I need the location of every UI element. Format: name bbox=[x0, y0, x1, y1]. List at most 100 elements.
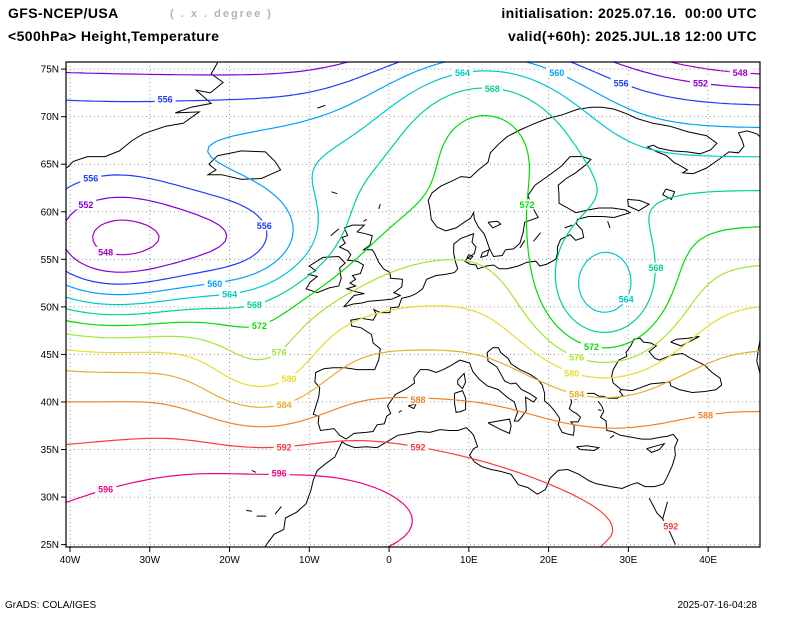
valid-time: valid(+60h): 2025.JUL.18 12:00 UTC bbox=[508, 28, 757, 44]
contour-label-mask bbox=[80, 172, 102, 183]
lat-axis-label: 60N bbox=[41, 207, 59, 218]
contour-label-mask bbox=[243, 299, 265, 310]
contour-lines bbox=[66, 62, 760, 547]
contour-label: 560 bbox=[549, 68, 564, 78]
contour-label: 596 bbox=[98, 485, 113, 495]
contour-label: 548 bbox=[98, 247, 113, 257]
grid-lines bbox=[66, 62, 760, 547]
contour-label-mask bbox=[154, 93, 176, 104]
lat-axis-label: 30N bbox=[41, 493, 59, 504]
contour-label-mask bbox=[516, 199, 538, 210]
contour-label-mask bbox=[481, 83, 503, 94]
contour-label: 580 bbox=[282, 374, 297, 384]
contour-label-mask bbox=[690, 78, 712, 89]
lat-axis-label: 55N bbox=[41, 255, 59, 266]
contour-556 bbox=[66, 62, 760, 285]
contour-label-mask bbox=[546, 67, 568, 78]
contour-label: 556 bbox=[83, 173, 98, 183]
contour-label-mask bbox=[645, 262, 667, 273]
lon-axis-label: 30E bbox=[619, 555, 637, 566]
contour-label-mask bbox=[75, 199, 97, 210]
contour-label: 552 bbox=[693, 79, 708, 89]
lon-axis-label: 0 bbox=[386, 555, 392, 566]
lon-axis-label: 20E bbox=[540, 555, 558, 566]
lon-axis-label: 40E bbox=[699, 555, 717, 566]
creation-timestamp: 2025-07-16-04:28 bbox=[677, 600, 757, 611]
contour-label-mask bbox=[660, 520, 682, 531]
contour-label-mask bbox=[566, 389, 588, 400]
grads-credit: GrADS: COLA/IGES bbox=[5, 600, 97, 611]
contour-580 bbox=[66, 305, 760, 387]
initialisation-time: initialisation: 2025.07.16. 00:00 UTC bbox=[501, 5, 757, 21]
contour-568 bbox=[66, 87, 760, 333]
lat-axis-label: 70N bbox=[41, 112, 59, 123]
contour-label-mask bbox=[694, 410, 716, 421]
contour-label: 564 bbox=[455, 68, 470, 78]
coastlines bbox=[66, 62, 760, 547]
lon-axis-label: 10W bbox=[299, 555, 320, 566]
contour-label: 564 bbox=[222, 289, 237, 299]
contour-label-mask bbox=[253, 220, 275, 231]
lon-axis-label: 40W bbox=[60, 555, 81, 566]
contour-label-mask bbox=[273, 441, 295, 452]
contour-label-mask bbox=[95, 246, 117, 257]
contour-label: 564 bbox=[619, 295, 634, 305]
contour-label-mask bbox=[561, 368, 583, 379]
plot-title: <500hPa> Height,Temperature bbox=[8, 28, 220, 44]
contour-label-mask bbox=[268, 346, 290, 357]
contour-564 bbox=[66, 70, 760, 313]
contour-label: 552 bbox=[78, 200, 93, 210]
contour-label-mask bbox=[407, 394, 429, 405]
contour-label-mask bbox=[610, 78, 632, 89]
contour-label-mask bbox=[204, 278, 226, 289]
contour-label: 592 bbox=[277, 442, 292, 452]
contour-label: 572 bbox=[584, 342, 599, 352]
contour-label-mask bbox=[268, 468, 290, 479]
contour-588 bbox=[66, 396, 760, 429]
contour-label-mask bbox=[615, 294, 637, 305]
lon-axis-label: 10E bbox=[460, 555, 478, 566]
model-title: GFS-NCEP/USA bbox=[8, 5, 119, 21]
contour-label-mask bbox=[729, 67, 751, 78]
resolution-note: ( . x . degree ) bbox=[170, 8, 273, 20]
contour-label: 592 bbox=[410, 442, 425, 452]
lat-axis-label: 45N bbox=[41, 350, 59, 361]
map-frame bbox=[65, 61, 761, 548]
contour-label: 588 bbox=[698, 411, 713, 421]
lat-axis-label: 75N bbox=[41, 65, 59, 76]
contour-label: 556 bbox=[257, 221, 272, 231]
contour-label-mask bbox=[273, 399, 295, 410]
contour-label: 580 bbox=[564, 369, 579, 379]
lat-axis-label: 35N bbox=[41, 445, 59, 456]
lat-axis-label: 25N bbox=[41, 540, 59, 551]
contour-label: 556 bbox=[158, 94, 173, 104]
lon-axis-label: 30W bbox=[139, 555, 160, 566]
contour-label: 592 bbox=[663, 521, 678, 531]
contour-596 bbox=[66, 473, 413, 547]
contour-label: 572 bbox=[519, 200, 534, 210]
contour-label-mask bbox=[452, 67, 474, 78]
contour-label: 596 bbox=[272, 469, 287, 479]
lat-axis-label: 40N bbox=[41, 397, 59, 408]
contour-label: 568 bbox=[485, 84, 500, 94]
lat-axis-label: 50N bbox=[41, 302, 59, 313]
contour-label-mask bbox=[580, 341, 602, 352]
contour-label: 560 bbox=[207, 279, 222, 289]
contour-label: 556 bbox=[614, 79, 629, 89]
contour-label: 576 bbox=[569, 353, 584, 363]
contour-label-mask bbox=[95, 484, 117, 495]
contour-label: 568 bbox=[247, 300, 262, 310]
lat-axis-label: 65N bbox=[41, 160, 59, 171]
contour-label: 584 bbox=[277, 400, 292, 410]
contour-label-mask bbox=[407, 441, 429, 452]
contour-592 bbox=[66, 437, 614, 547]
contour-label: 576 bbox=[272, 347, 287, 357]
contour-label: 572 bbox=[252, 321, 267, 331]
contour-label-mask bbox=[248, 320, 270, 331]
contour-label-mask bbox=[278, 373, 300, 384]
contour-label: 584 bbox=[569, 390, 584, 400]
